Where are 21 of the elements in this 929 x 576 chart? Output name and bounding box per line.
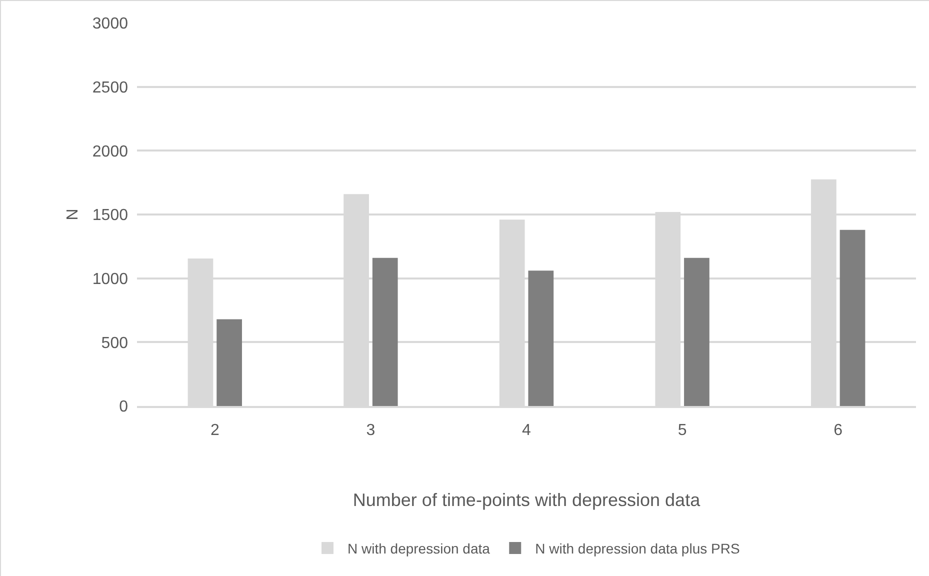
bar [528, 270, 554, 406]
bar [684, 258, 710, 406]
y-tick-label: 1500 [92, 207, 128, 224]
x-tick-label: 4 [522, 422, 532, 440]
x-tick-label: 5 [678, 422, 687, 440]
y-tick-label: 2000 [92, 143, 128, 160]
y-axis-title: N [64, 208, 82, 220]
legend-label: N with depression data plus PRS [535, 540, 740, 556]
x-tick-label: 2 [210, 422, 220, 440]
y-tick-label: 1000 [92, 270, 128, 288]
y-tick-label: 3000 [92, 16, 128, 33]
y-tick-label: 500 [101, 334, 128, 352]
x-axis-title: Number of time-points with depression data [352, 490, 702, 510]
y-tick-label: 0 [119, 398, 128, 416]
bar [840, 230, 866, 406]
x-tick-label: 3 [366, 422, 376, 440]
legend-label: N with depression data [348, 540, 490, 556]
x-tick-label: 6 [834, 422, 843, 440]
bar [216, 319, 242, 406]
bar [372, 258, 398, 406]
y-tick-label: 2500 [92, 79, 128, 96]
